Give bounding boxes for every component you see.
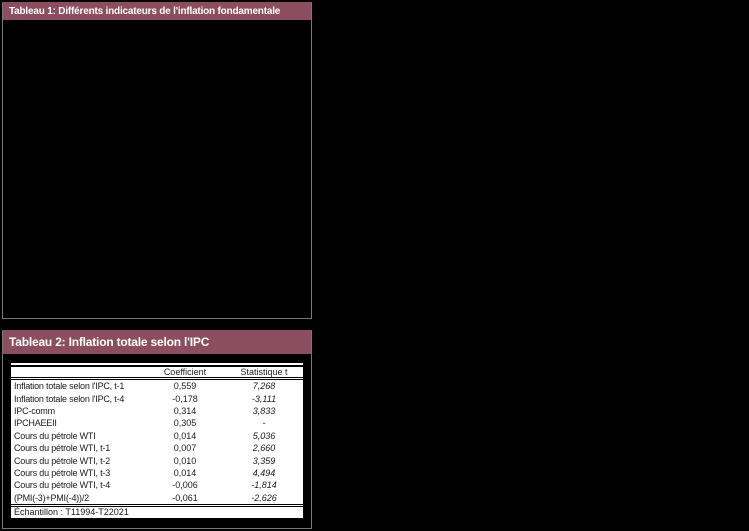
row-label: Cours du pétrole WTI (14, 430, 96, 441)
table-header-row: Coefficient Statistique t (11, 365, 303, 380)
regression-table: Coefficient Statistique t Inflation tota… (11, 363, 303, 519)
row-label: Inflation totale selon l'IPC, t-4 (14, 393, 125, 404)
tableau2-body: Coefficient Statistique t Inflation tota… (3, 354, 311, 528)
row-t-stat: -1,814 (251, 480, 277, 491)
row-coefficient: 0,010 (173, 455, 197, 466)
row-t-stat: 4,494 (252, 467, 276, 478)
row-coefficient: 0,559 (173, 381, 197, 392)
row-t-stat: 3,359 (252, 455, 276, 466)
row-t-stat: 2,660 (252, 443, 276, 454)
row-t-stat: - (262, 418, 266, 429)
row-coefficient: -0,061 (172, 492, 198, 503)
row-t-stat: -3,111 (251, 393, 277, 404)
tableau1-body-empty (3, 20, 311, 318)
row-label: Cours du pétrole WTI, t-4 (14, 480, 111, 491)
row-label: Inflation totale selon l'IPC, t-1 (14, 381, 125, 392)
column-header-statistique-t: Statistique t (240, 367, 288, 377)
table-row: Cours du pétrole WTI, t-2 0,010 3,359 (11, 454, 303, 466)
tableau1-panel: Tableau 1: Différents indicateurs de l'i… (2, 2, 312, 319)
table-footer-sample: Échantillon : T11994-T22021 (11, 503, 303, 519)
table-row: Cours du pétrole WTI 0,014 5,036 (11, 430, 303, 442)
row-label: Cours du pétrole WTI, t-3 (14, 467, 111, 478)
table-row: Cours du pétrole WTI, t-3 0,014 4,494 (11, 467, 303, 479)
row-coefficient: 0,014 (173, 467, 197, 478)
table-row: Cours du pétrole WTI, t-1 0,007 2,660 (11, 442, 303, 454)
row-coefficient: 0,314 (173, 405, 197, 416)
table-row: Inflation totale selon l'IPC, t-1 0,559 … (11, 380, 303, 392)
tableau2-title: Tableau 2: Inflation totale selon l'IPC (3, 330, 311, 354)
table-rows: Inflation totale selon l'IPC, t-1 0,559 … (11, 380, 303, 504)
row-coefficient: 0,014 (173, 430, 197, 441)
row-t-stat: 7,268 (252, 381, 276, 392)
table-row: IPC-comm 0,314 3,833 (11, 405, 303, 417)
row-label: Cours du pétrole WTI, t-1 (14, 443, 111, 454)
tableau2-panel: Tableau 2: Inflation totale selon l'IPC … (2, 330, 312, 529)
column-header-coefficient: Coefficient (163, 367, 207, 377)
row-coefficient: 0,007 (173, 443, 197, 454)
row-coefficient: 0,305 (173, 418, 197, 429)
table-row: IPCHAEEII 0,305 - (11, 417, 303, 429)
row-label: (PMI(-3)+PMI(-4))/2 (14, 492, 89, 503)
row-coefficient: -0,006 (172, 480, 198, 491)
table-row: (PMI(-3)+PMI(-4))/2 -0,061 -2,626 (11, 492, 303, 504)
row-label: Cours du pétrole WTI, t-2 (14, 455, 111, 466)
row-t-stat: -2,626 (251, 492, 277, 503)
row-coefficient: -0,178 (172, 393, 198, 404)
tableau1-title: Tableau 1: Différents indicateurs de l'i… (3, 2, 311, 20)
row-t-stat: 5,036 (252, 430, 276, 441)
table-row: Inflation totale selon l'IPC, t-4 -0,178… (11, 392, 303, 404)
row-label: IPC-comm (14, 405, 55, 416)
row-label: IPCHAEEII (14, 418, 57, 429)
table-row: Cours du pétrole WTI, t-4 -0,006 -1,814 (11, 479, 303, 491)
row-t-stat: 3,833 (252, 405, 276, 416)
